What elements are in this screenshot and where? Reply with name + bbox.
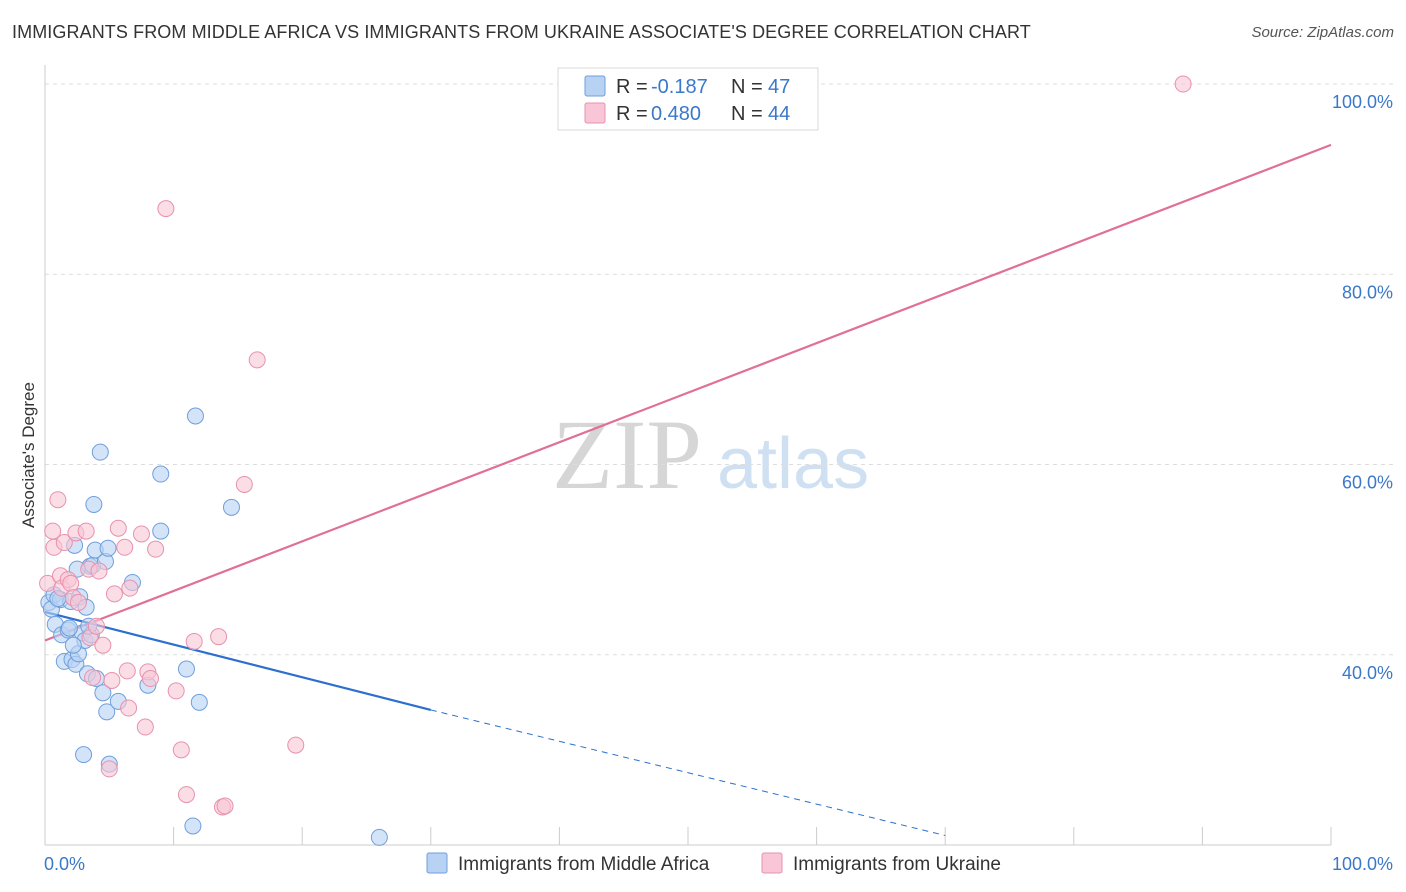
point-pink [55, 534, 73, 552]
trend-lines [44, 143, 1332, 836]
point-blue [60, 619, 78, 637]
point-pink [69, 593, 87, 611]
watermark-atlas: atlas [717, 424, 869, 504]
point-pink [287, 736, 305, 754]
point-pink [120, 699, 138, 717]
trend-line-extension-blue [430, 709, 946, 836]
legend-swatch-blue [584, 75, 606, 97]
point-blue [91, 443, 109, 461]
y-tick-labels: 40.0% 60.0% 80.0% 100.0% [1332, 92, 1393, 683]
y-tick-label: 40.0% [1342, 663, 1393, 683]
point-pink [103, 671, 121, 689]
point-pink [1174, 75, 1192, 93]
x-tick-label: 0.0% [44, 854, 85, 874]
point-pink [136, 718, 154, 736]
legend-n-label-pink: N = [731, 103, 763, 125]
point-pink [121, 579, 139, 597]
gridlines [45, 83, 1395, 656]
legend-r-label-pink: R = [616, 103, 648, 125]
point-pink [105, 585, 123, 603]
point-blue [177, 660, 195, 678]
legend-r-label-blue: R = [616, 76, 648, 98]
watermark-zip: ZIP [552, 399, 702, 510]
trend-line-pink [44, 143, 1332, 642]
point-pink [172, 741, 190, 759]
point-pink [94, 636, 112, 654]
y-tick-label: 80.0% [1342, 282, 1393, 302]
axes [44, 65, 1332, 846]
correlation-legend: R = -0.187 N = 47 R = 0.480 N = 44 [557, 67, 819, 131]
point-pink [118, 662, 136, 680]
series-legend-swatch-blue [426, 852, 448, 874]
chart-source: Source: ZipAtlas.com [1251, 24, 1394, 41]
series-legend-swatch-pink [761, 852, 783, 874]
data-points [39, 75, 1192, 846]
point-blue [370, 828, 388, 846]
point-pink [90, 562, 108, 580]
legend-swatch-pink [584, 102, 606, 124]
point-pink [216, 797, 234, 815]
series-legend-label-pink: Immigrants from Ukraine [793, 854, 1001, 875]
point-blue [99, 539, 117, 557]
y-axis-title: Associate's Degree [19, 382, 38, 528]
legend-r-value-blue: -0.187 [651, 76, 708, 98]
point-blue [85, 495, 103, 513]
point-blue [75, 746, 93, 764]
point-pink [210, 628, 228, 646]
legend-r-value-pink: 0.480 [651, 103, 701, 125]
point-pink [167, 682, 185, 700]
point-pink [109, 519, 127, 537]
legend-n-value-blue: 47 [768, 76, 790, 98]
point-pink [235, 475, 253, 493]
y-tick-label: 60.0% [1342, 473, 1393, 493]
point-pink [132, 525, 150, 543]
point-blue [98, 703, 116, 721]
point-pink [157, 200, 175, 218]
chart-title: IMMIGRANTS FROM MIDDLE AFRICA VS IMMIGRA… [12, 22, 1031, 42]
trend-line-blue [44, 610, 432, 711]
x-tick-label: 100.0% [1332, 854, 1393, 874]
point-blue [222, 498, 240, 516]
point-pink [141, 670, 159, 688]
point-pink [248, 351, 266, 369]
point-pink [100, 760, 118, 778]
point-blue [94, 684, 112, 702]
point-pink [116, 538, 134, 556]
point-blue [152, 522, 170, 540]
point-blue [184, 817, 202, 835]
y-tick-label: 100.0% [1332, 92, 1393, 112]
point-blue [186, 407, 204, 425]
legend-n-label-blue: N = [731, 76, 763, 98]
point-pink [77, 522, 95, 540]
series-legend: Immigrants from Middle Africa Immigrants… [426, 852, 1001, 875]
watermark: ZIP atlas [552, 399, 869, 510]
point-pink [62, 574, 80, 592]
point-pink [49, 491, 67, 509]
point-blue [64, 636, 82, 654]
point-pink [147, 540, 165, 558]
series-legend-label-blue: Immigrants from Middle Africa [458, 854, 710, 875]
point-pink [87, 617, 105, 635]
point-pink [177, 786, 195, 804]
point-pink [185, 632, 203, 650]
point-blue [190, 693, 208, 711]
x-tick-labels: 0.0% 100.0% [44, 854, 1393, 874]
legend-n-value-pink: 44 [768, 103, 790, 125]
point-blue [152, 465, 170, 483]
point-pink [84, 669, 102, 687]
